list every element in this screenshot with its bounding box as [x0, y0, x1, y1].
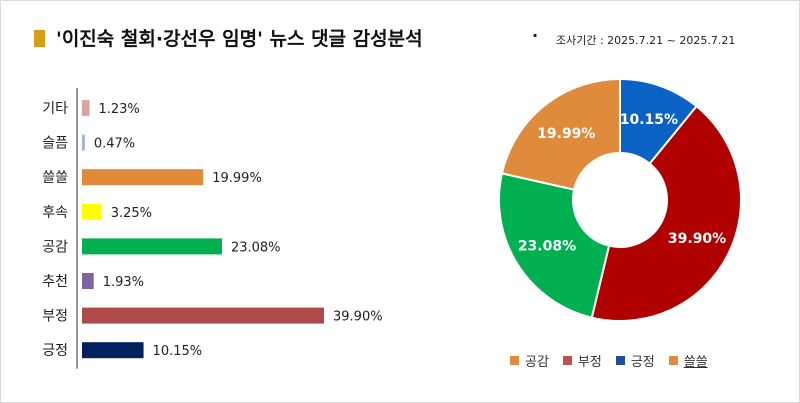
page-title: '이진숙 철회·강선우 임명' 뉴스 댓글 감성분석 [56, 28, 423, 50]
donut-slice-1 [590, 104, 742, 322]
bar-value-label: 19.99% [212, 171, 262, 186]
legend-label: 긍정 [630, 354, 655, 370]
bar-category-label: 기타 [42, 101, 68, 117]
donut-slice-label: 10.15% [620, 112, 678, 128]
bar-4 [82, 238, 222, 255]
bar-value-label: 10.15% [153, 344, 203, 359]
survey-period: 조사기간 : 2025.7.21 ~ 2025.7.21 [556, 34, 736, 47]
legend-label: 쓸쓸 [683, 354, 708, 370]
title-separator-dot: · [532, 26, 539, 45]
legend-swatch [668, 355, 678, 365]
legend-item-3: 쓸쓸 [668, 351, 708, 370]
donut-slice-label: 19.99% [537, 126, 595, 142]
donut-slice-label: 23.08% [518, 238, 576, 254]
bar-2 [82, 169, 204, 186]
bar-category-label: 긍정 [42, 343, 68, 359]
bar-7 [82, 342, 144, 359]
bar-value-label: 1.93% [103, 275, 144, 290]
donut-legend: 공감 부정 긍정 쓸쓸 [510, 350, 708, 370]
legend-swatch [562, 355, 572, 365]
bar-category-label: 공감 [42, 239, 68, 255]
legend-label: 부정 [577, 354, 602, 370]
bar-value-label: 1.23% [98, 102, 139, 117]
bar-value-label: 0.47% [94, 137, 135, 152]
bar-3 [82, 203, 102, 220]
legend-item-0: 공감 [510, 351, 549, 370]
bar-0 [82, 100, 90, 116]
legend-label: 공감 [525, 354, 549, 370]
bar-5 [82, 273, 94, 289]
donut-slice-label: 39.90% [668, 231, 726, 247]
legend-swatch [510, 355, 519, 365]
bar-value-label: 39.90% [333, 310, 383, 325]
sentiment-donut-chart: 10.15% 39.90% 23.08% 19.99% [498, 77, 742, 322]
bar-value-label: 3.25% [111, 206, 152, 221]
header: '이진숙 철회·강선우 임명' 뉴스 댓글 감성분석 · 조사기간 : 2025… [0, 0, 800, 70]
sentiment-bar-chart: 기타 1.23% 슬픔 0.47% 쓸쓸 19.99% 후속 3.25% 공감 23.08% 추천 1… [42, 88, 383, 369]
bar-category-label: 슬픔 [42, 136, 68, 152]
bar-category-label: 부정 [42, 309, 68, 325]
legend-swatch [615, 355, 625, 365]
bar-1 [82, 134, 85, 151]
bar-value-label: 23.08% [231, 240, 281, 255]
donut-slice-3 [500, 77, 621, 191]
legend-item-2: 긍정 [615, 351, 655, 370]
legend-item-1: 부정 [562, 351, 602, 370]
bar-category-label: 후속 [42, 205, 68, 221]
bar-category-label: 쓸쓸 [42, 170, 68, 186]
donut-slice-2 [498, 172, 611, 319]
bar-6 [82, 307, 324, 324]
bar-category-label: 추천 [42, 274, 68, 290]
title-marker [34, 30, 45, 47]
